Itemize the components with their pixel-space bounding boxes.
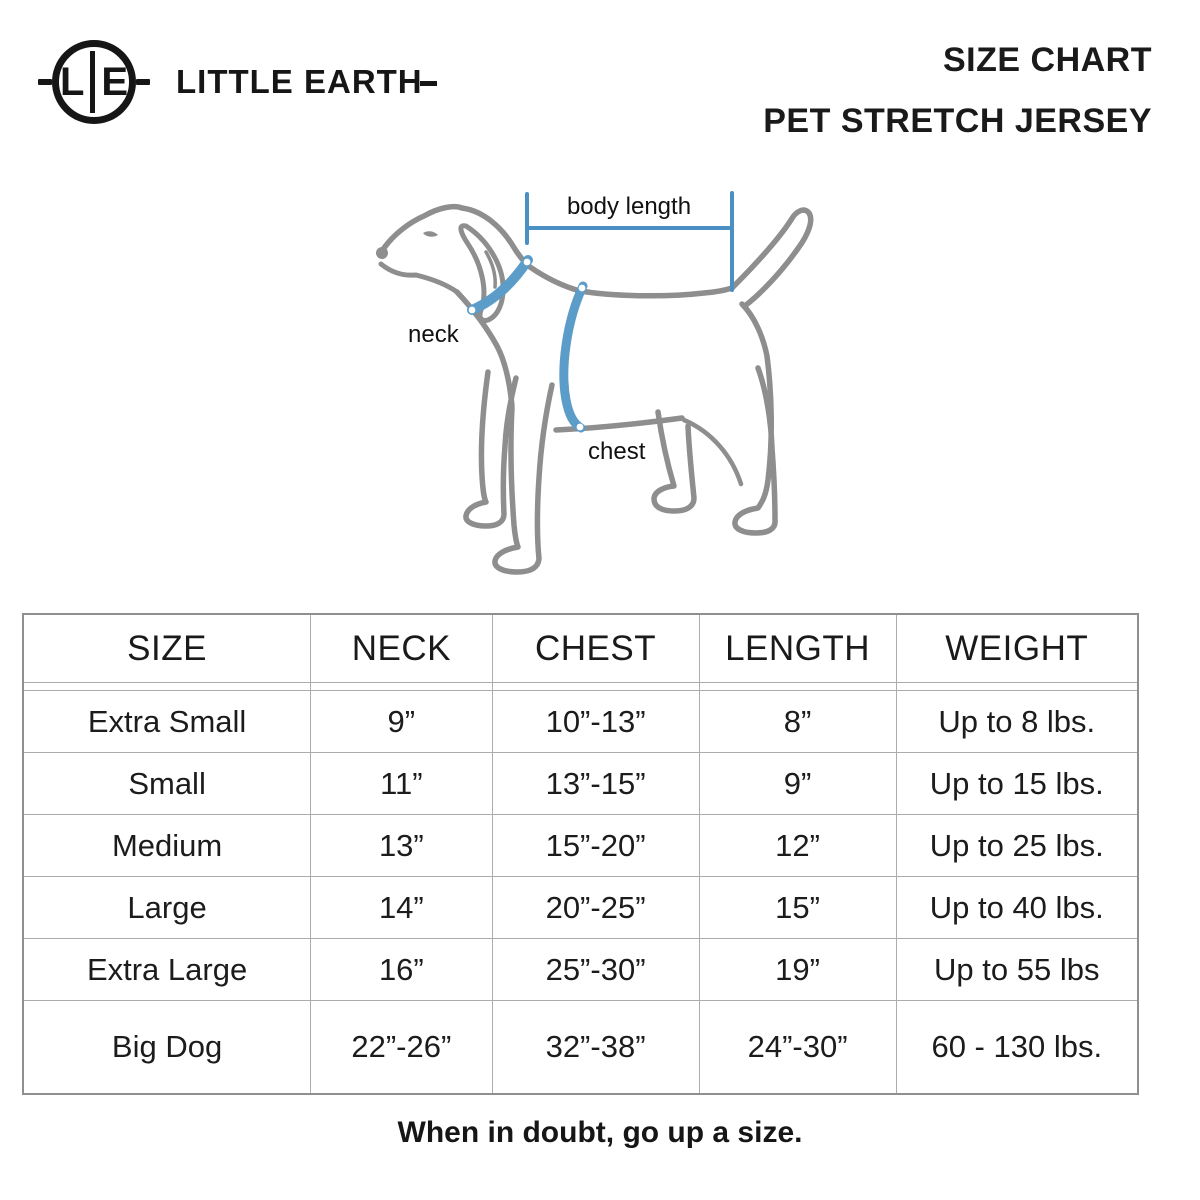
cell-neck: 16” bbox=[311, 939, 493, 1000]
cell-weight: Up to 55 lbs bbox=[934, 951, 1100, 987]
dog-belly-line bbox=[553, 415, 685, 433]
logo-letter-l: L bbox=[59, 60, 85, 104]
page-title-block: SIZE CHART PET STRETCH JERSEY bbox=[763, 30, 1152, 152]
cell-neck: 14” bbox=[311, 877, 493, 938]
column-header-length: LENGTH bbox=[700, 615, 897, 682]
size-table: SIZE NECK CHEST LENGTH WEIGHT Extra Smal… bbox=[22, 613, 1139, 1095]
column-header-chest: CHEST bbox=[493, 615, 700, 682]
table-row-big-dog: Big Dog 22”-26” 32”-38” 24”-30” 60 - 130… bbox=[24, 1000, 1137, 1093]
table-row-small: Small 11” 13”-15” 9” Up to 15 lbs. bbox=[24, 752, 1137, 814]
chest-measure-band bbox=[559, 281, 588, 433]
dog-tail bbox=[729, 207, 814, 308]
body-length-label: body length bbox=[566, 193, 692, 220]
table-row-large: Large 14” 20”-25” 15” Up to 40 lbs. bbox=[24, 876, 1137, 938]
cell-weight: Up to 40 lbs. bbox=[929, 889, 1104, 925]
header-separator bbox=[24, 683, 1137, 691]
brand-logo: L E LITTLE EARTH bbox=[38, 36, 437, 128]
brand-name: LITTLE EARTH bbox=[176, 63, 423, 100]
cell-size: Extra Large bbox=[24, 939, 312, 1000]
cell-neck: 9” bbox=[311, 691, 493, 752]
logo-right-dash bbox=[136, 79, 150, 85]
cell-size: Medium bbox=[24, 815, 312, 876]
cell-weight: Up to 25 lbs. bbox=[929, 827, 1104, 863]
dog-far-front-leg bbox=[463, 369, 519, 529]
dog-near-front-leg bbox=[492, 382, 555, 575]
table-header-row: SIZE NECK CHEST LENGTH WEIGHT bbox=[24, 615, 1137, 683]
dog-far-rear-leg bbox=[651, 409, 697, 514]
cell-size: Small bbox=[24, 753, 312, 814]
strap-bottom-dot bbox=[576, 423, 584, 431]
column-header-weight: WEIGHT bbox=[945, 628, 1089, 668]
dog-chest-line bbox=[454, 289, 515, 409]
table-row-medium: Medium 13” 15”-20” 12” Up to 25 lbs. bbox=[24, 814, 1137, 876]
dog-near-rear-leg bbox=[732, 301, 778, 536]
dog-thigh-line bbox=[681, 417, 744, 487]
cell-length: 19” bbox=[700, 939, 897, 1000]
table-row-extra-small: Extra Small 9” 10”-13” 8” Up to 8 lbs. bbox=[24, 691, 1137, 752]
collar-bottom-dot bbox=[468, 306, 476, 314]
cell-chest: 25”-30” bbox=[493, 939, 700, 1000]
cell-weight: 60 - 130 lbs. bbox=[931, 1029, 1103, 1064]
logo-circle-icon: L E bbox=[52, 40, 136, 124]
cell-weight: Up to 15 lbs. bbox=[929, 765, 1104, 801]
cell-neck: 22”-26” bbox=[311, 1001, 493, 1093]
cell-length: 15” bbox=[700, 877, 897, 938]
cell-chest: 13”-15” bbox=[493, 753, 700, 814]
cell-length: 9” bbox=[700, 753, 897, 814]
logo-left-dash bbox=[38, 79, 52, 85]
brand-h-extension-dash bbox=[419, 80, 437, 86]
cell-chest: 20”-25” bbox=[493, 877, 700, 938]
cell-length: 24”-30” bbox=[700, 1001, 897, 1093]
neck-label: neck bbox=[408, 321, 459, 348]
dog-inner-ear-line bbox=[484, 250, 497, 289]
column-header-size: SIZE bbox=[24, 615, 312, 682]
strap-top-dot bbox=[578, 284, 586, 292]
cell-length: 12” bbox=[700, 815, 897, 876]
cell-chest: 32”-38” bbox=[493, 1001, 700, 1093]
chest-label: chest bbox=[588, 438, 646, 465]
dog-eye bbox=[423, 231, 438, 237]
cell-chest: 15”-20” bbox=[493, 815, 700, 876]
cell-size: Extra Small bbox=[24, 691, 312, 752]
column-header-neck: NECK bbox=[311, 615, 493, 682]
sizing-advice-note: When in doubt, go up a size. bbox=[397, 1116, 803, 1149]
cell-size: Big Dog bbox=[24, 1001, 312, 1093]
size-chart-title: SIZE CHART bbox=[943, 41, 1152, 79]
product-title: PET STRETCH JERSEY bbox=[763, 102, 1152, 140]
brand-wordmark: LITTLE EARTH bbox=[176, 63, 437, 101]
dog-nose bbox=[376, 247, 388, 259]
cell-chest: 10”-13” bbox=[493, 691, 700, 752]
dog-illustration bbox=[376, 191, 814, 575]
cell-length: 8” bbox=[700, 691, 897, 752]
logo-letter-e: E bbox=[101, 60, 129, 104]
cell-size: Large bbox=[24, 877, 312, 938]
table-row-extra-large: Extra Large 16” 25”-30” 19” Up to 55 lbs bbox=[24, 938, 1137, 1000]
collar-top-dot bbox=[523, 258, 531, 266]
cell-neck: 11” bbox=[311, 753, 493, 814]
logo-divider-bar bbox=[90, 51, 96, 113]
neck-measure-band bbox=[467, 255, 533, 315]
dog-jaw-line bbox=[378, 261, 460, 295]
cell-weight: Up to 8 lbs. bbox=[938, 703, 1096, 739]
cell-neck: 13” bbox=[311, 815, 493, 876]
